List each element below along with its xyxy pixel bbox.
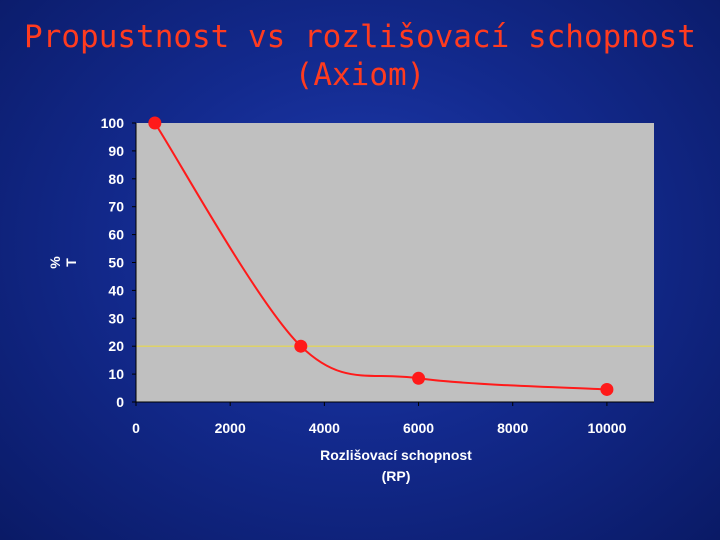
slide-title-line2: (Axiom) [294, 57, 426, 93]
x-tick-label: 10000 [587, 420, 626, 436]
y-tick-label: 90 [108, 143, 124, 159]
plot-area [136, 123, 654, 402]
x-tick-label: 8000 [497, 420, 528, 436]
y-tick-label: 50 [108, 255, 124, 271]
y-axis-title: %T [47, 256, 79, 269]
data-point [294, 339, 308, 353]
y-tick-label: 80 [108, 171, 124, 187]
slide-title-line1: Propustnost vs rozlišovací schopnost [24, 19, 696, 55]
series-line [153, 122, 607, 391]
x-axis-title: Rozlišovací schopnost [320, 447, 472, 463]
x-axis: 0 2000 4000 6000 8000 10000 [132, 401, 654, 436]
y-tick-label: 100 [101, 115, 125, 131]
y-tick-label: 20 [108, 338, 124, 354]
data-point [148, 116, 162, 130]
y-tick-label: 40 [108, 282, 124, 298]
x-tick-label: 4000 [309, 420, 340, 436]
x-tick-label: 2000 [215, 420, 246, 436]
data-point [600, 382, 614, 396]
y-tick-label: 0 [116, 394, 124, 410]
slide-title: Propustnost vs rozlišovací schopnost (Ax… [0, 18, 720, 94]
data-point [412, 371, 426, 385]
x-axis-title-unit: (RP) [382, 468, 411, 484]
y-tick-label: 70 [108, 199, 124, 215]
y-tick-label: 30 [108, 310, 124, 326]
y-tick-label: 60 [108, 227, 124, 243]
y-tick-label: 10 [108, 366, 124, 382]
x-tick-label: 0 [132, 420, 140, 436]
y-axis: 0 10 20 30 40 50 60 70 80 90 100 [101, 115, 137, 410]
data-markers [148, 116, 614, 396]
x-tick-label: 6000 [403, 420, 434, 436]
